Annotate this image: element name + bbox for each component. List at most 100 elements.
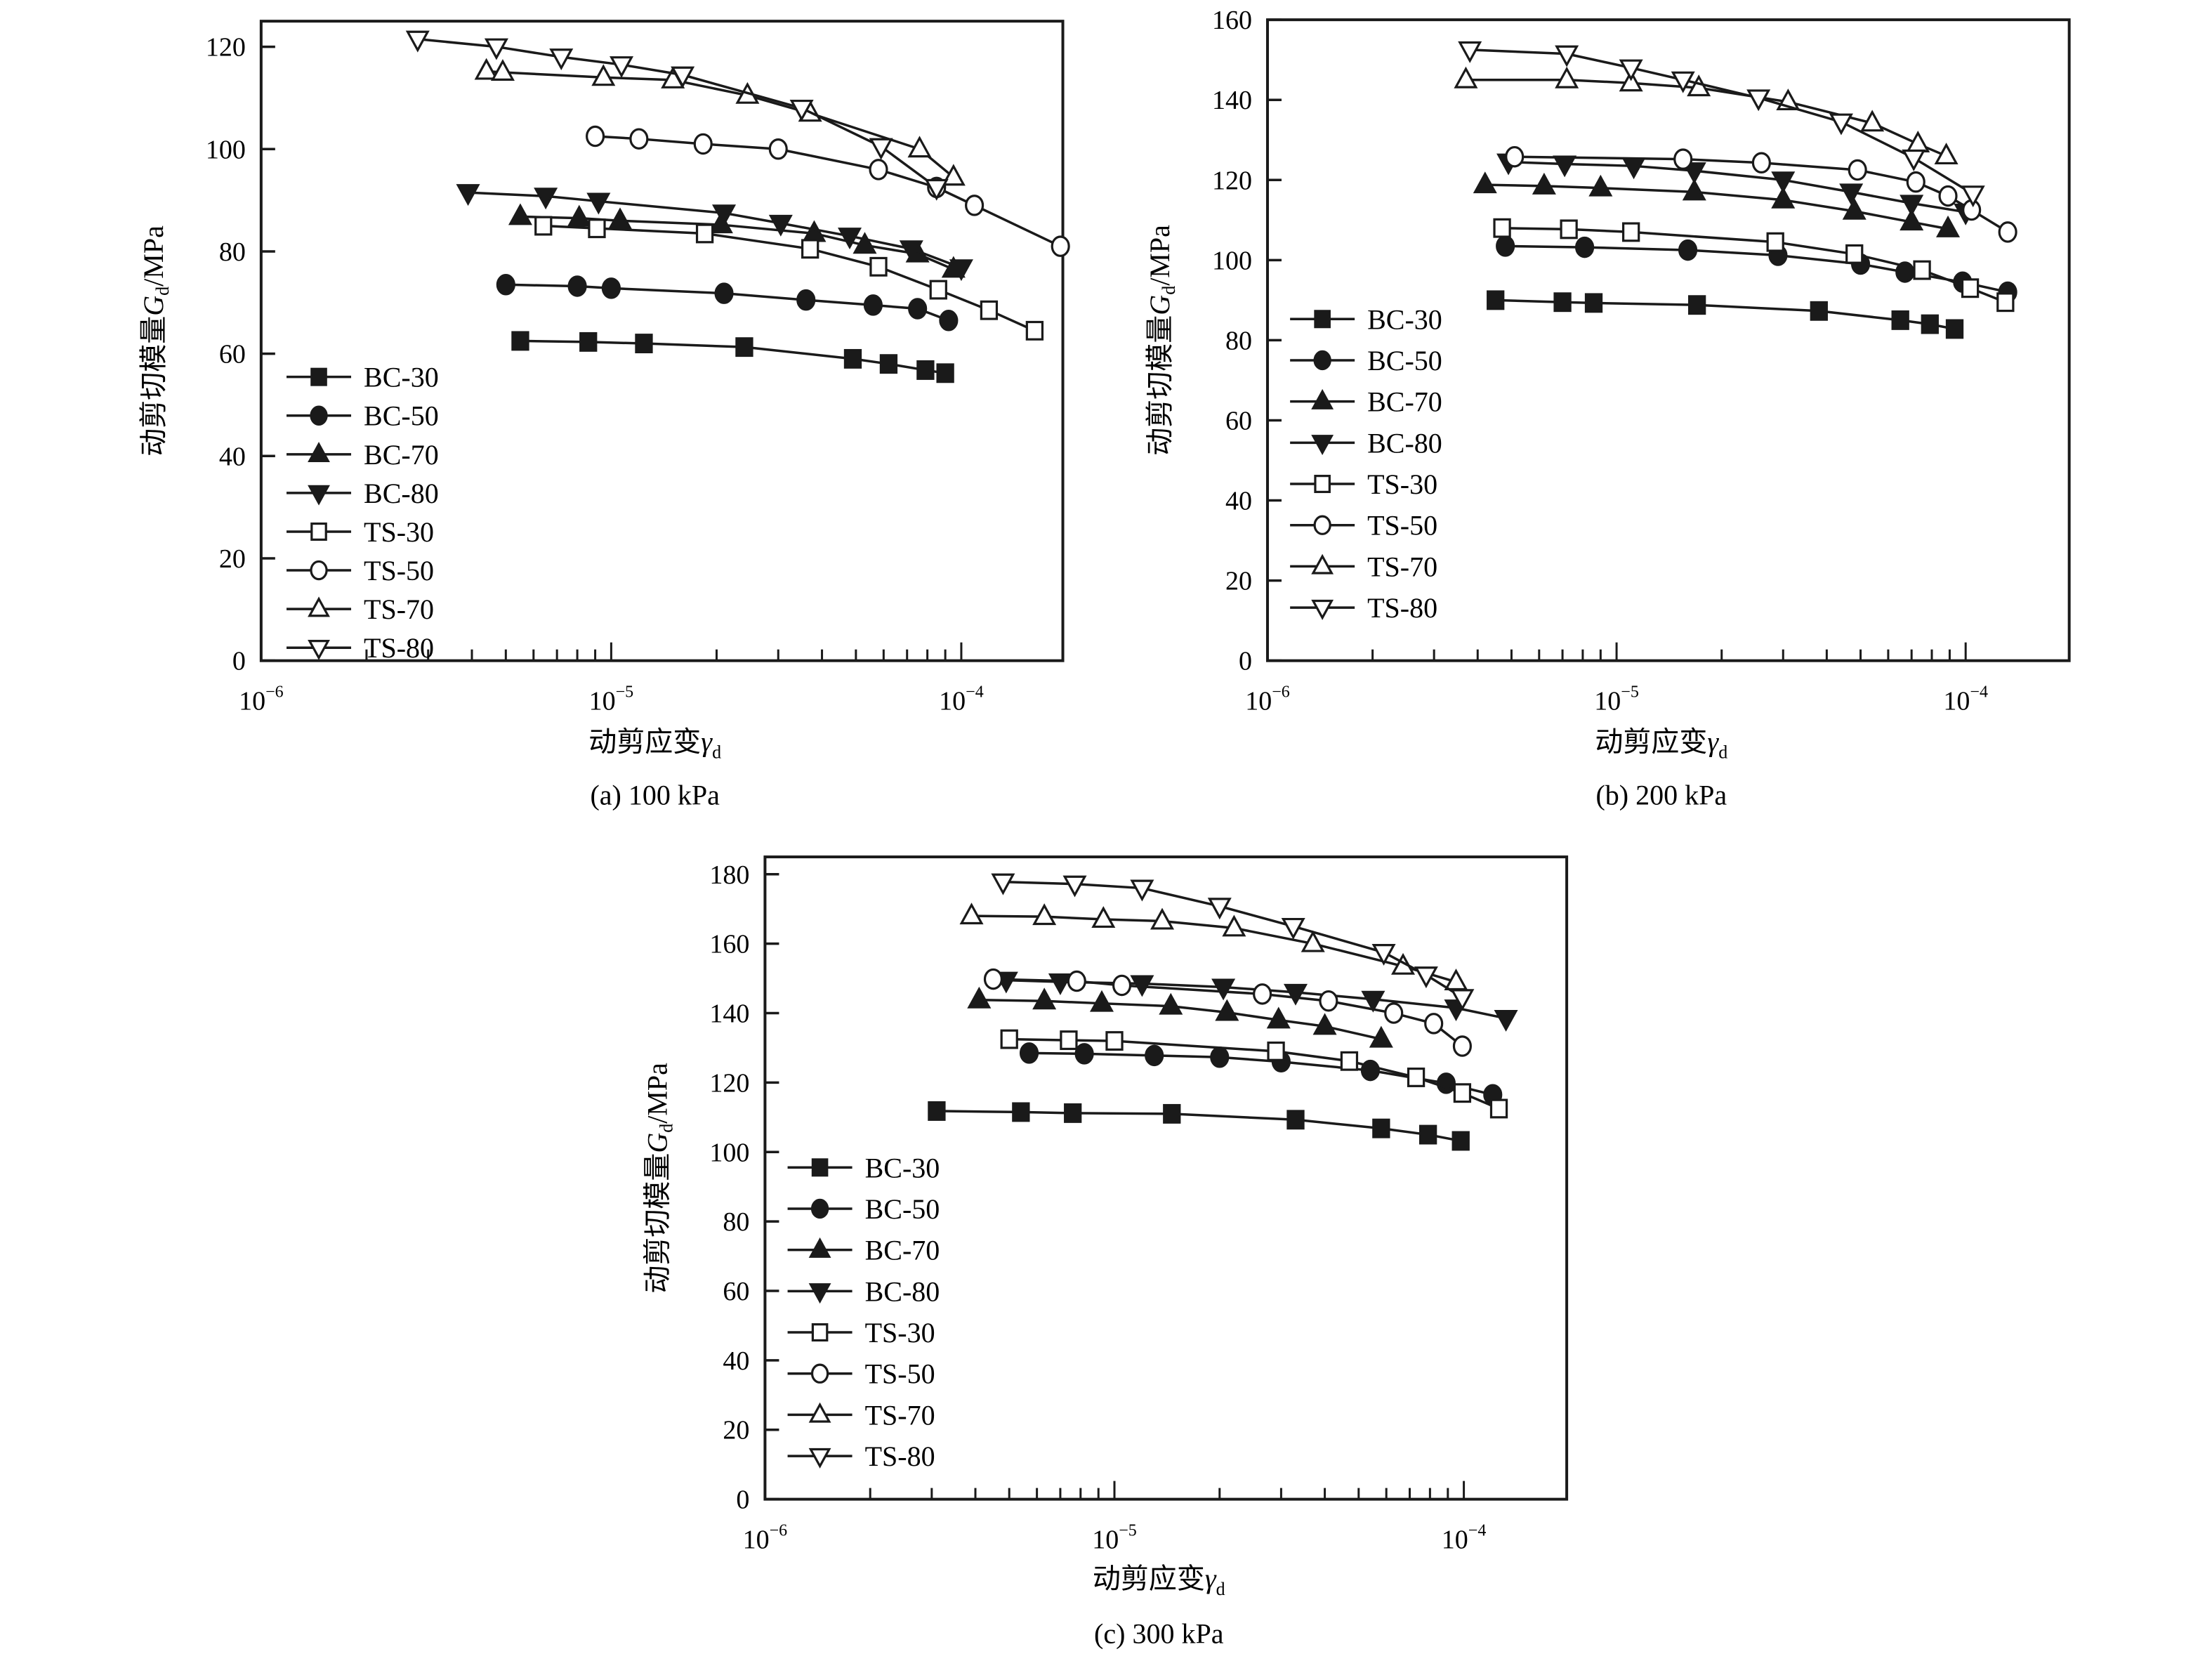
series-bc-80 — [456, 184, 973, 282]
series-bc-50 — [1019, 1042, 1503, 1105]
data-point — [1555, 66, 1579, 88]
data-point — [1211, 978, 1236, 1001]
legend-label: TS-80 — [1367, 592, 1437, 624]
data-point — [1921, 314, 1939, 334]
legend-item: BC-50 — [1290, 345, 1442, 376]
series-line — [468, 191, 962, 269]
series-line — [1508, 160, 1966, 214]
data-point — [1673, 148, 1693, 170]
legend-label: BC-80 — [364, 478, 439, 509]
data-point — [863, 294, 883, 316]
data-point — [490, 59, 515, 81]
series-bc-30 — [511, 331, 954, 383]
y-tick-label: 120 — [709, 1068, 749, 1098]
legend-item: TS-30 — [287, 516, 434, 548]
legend-marker — [310, 522, 327, 541]
y-tick-label: 20 — [723, 1416, 749, 1445]
data-point — [1906, 131, 1930, 152]
data-point — [1505, 145, 1525, 168]
data-point — [586, 192, 611, 215]
data-point — [1369, 1025, 1393, 1048]
x-axis-label: 动剪应变γd — [588, 726, 721, 762]
data-point — [1130, 879, 1154, 902]
data-point — [1553, 155, 1577, 178]
data-point — [1048, 973, 1072, 995]
series-line — [486, 70, 954, 178]
legend-item: TS-70 — [287, 593, 434, 625]
series-bc-70 — [1473, 171, 1961, 237]
x-tick-label: 10−4 — [939, 683, 984, 716]
data-point — [1414, 966, 1438, 989]
data-point — [1848, 159, 1867, 181]
data-point — [1145, 1044, 1164, 1067]
legend-label: TS-30 — [865, 1317, 935, 1348]
series-ts-30 — [1493, 218, 2015, 313]
data-point — [1687, 295, 1706, 315]
x-axis-label: 动剪应变γd — [1595, 726, 1727, 762]
data-point — [1340, 1051, 1359, 1071]
legend-label: TS-50 — [865, 1358, 935, 1390]
series-bc-30 — [1487, 290, 1964, 339]
legend-label: BC-70 — [865, 1235, 940, 1266]
data-point — [869, 159, 888, 181]
legend-marker — [1311, 435, 1334, 456]
panel-caption: (b) 200 kPa — [1595, 780, 1727, 811]
data-point — [1560, 219, 1578, 239]
legend-marker — [310, 405, 328, 426]
data-point — [1496, 235, 1515, 257]
legend-item: BC-80 — [1290, 427, 1442, 459]
data-point — [1938, 185, 1958, 207]
legend-marker — [811, 1323, 829, 1342]
data-point — [983, 968, 1003, 990]
data-point — [789, 99, 814, 122]
data-point — [1067, 970, 1086, 992]
data-point — [1845, 244, 1864, 264]
data-point — [1089, 990, 1114, 1012]
legend-label: BC-70 — [364, 439, 439, 471]
y-tick-label: 180 — [709, 860, 749, 890]
data-point — [1074, 1043, 1094, 1065]
legend-marker — [1311, 388, 1334, 409]
data-point — [1312, 1013, 1337, 1035]
data-point — [534, 188, 558, 210]
legend-marker — [808, 1402, 831, 1423]
y-tick-label: 140 — [709, 999, 749, 1029]
data-point — [1671, 71, 1695, 93]
legend-item: BC-70 — [287, 439, 439, 471]
data-point — [456, 184, 480, 206]
data-point — [1283, 983, 1308, 1006]
y-tick-label: 0 — [736, 1485, 749, 1515]
data-point — [991, 873, 1015, 895]
legend-item: BC-70 — [787, 1235, 940, 1266]
y-axis-label: 动剪切模量Gd/MPa — [138, 225, 173, 457]
series-ts-80 — [991, 873, 1475, 1011]
data-point — [1934, 143, 1958, 165]
legend-marker — [808, 1283, 831, 1304]
data-point — [1473, 171, 1497, 194]
x-tick-label: 10−5 — [1594, 683, 1639, 716]
legend-marker — [1314, 475, 1331, 494]
data-point — [1060, 1030, 1078, 1051]
data-point — [1678, 239, 1698, 261]
series-ts-70 — [474, 58, 966, 186]
data-point — [1207, 898, 1232, 920]
data-point — [1361, 990, 1385, 1013]
legend-marker — [308, 442, 330, 463]
data-point — [1286, 1110, 1305, 1130]
data-point — [801, 239, 819, 259]
legend-label: TS-30 — [364, 516, 434, 548]
data-point — [484, 38, 508, 60]
data-point — [1575, 236, 1595, 258]
data-point — [567, 204, 591, 227]
data-point — [1771, 171, 1796, 194]
data-point — [1105, 1031, 1124, 1051]
legend-marker — [808, 1237, 831, 1258]
legend-label: BC-30 — [1367, 303, 1442, 335]
data-point — [1452, 1035, 1472, 1057]
x-tick-label: 10−6 — [239, 683, 284, 716]
data-point — [1771, 186, 1796, 209]
data-point — [1384, 1002, 1404, 1024]
data-point — [1682, 178, 1706, 201]
legend-marker — [1314, 310, 1331, 329]
data-point — [474, 58, 499, 80]
